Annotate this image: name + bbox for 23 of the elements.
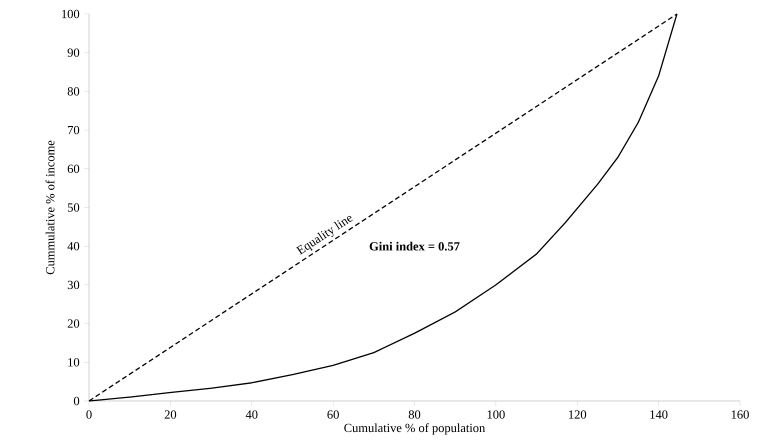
y-tick-label: 90 — [68, 48, 80, 57]
x-tick-label: 60 — [327, 410, 339, 419]
y-tick-label: 60 — [68, 164, 80, 173]
x-tick-label: 100 — [488, 410, 505, 419]
x-tick-label: 0 — [86, 410, 92, 419]
y-tick-label: 20 — [68, 319, 80, 328]
y-tick-label: 10 — [68, 358, 80, 366]
y-tick-label: 50 — [68, 203, 80, 212]
y-tick-label: 0 — [74, 396, 80, 406]
x-tick-label: 160 — [732, 410, 749, 419]
x-tick-label: 80 — [408, 410, 420, 419]
x-tick-label: 20 — [164, 410, 176, 419]
x-tick-label: 40 — [246, 410, 258, 419]
y-tick-label: 40 — [67, 242, 80, 250]
y-tick-label: 70 — [68, 126, 80, 134]
x-tick-label: 140 — [650, 410, 668, 419]
y-tick-label: 30 — [68, 280, 80, 290]
annotation: Gini index = 0.57 — [370, 242, 460, 251]
y-axis-title: Cummulative % of income — [46, 140, 54, 274]
y-tick-label: 100 — [62, 10, 80, 18]
x-tick-label: 120 — [569, 410, 586, 419]
y-tick-label: 80 — [68, 87, 80, 96]
x-axis-title: Cumulative % of population — [344, 423, 486, 435]
